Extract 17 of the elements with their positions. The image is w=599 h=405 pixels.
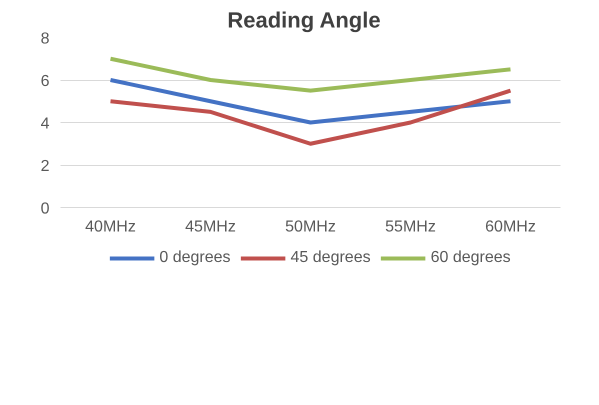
chart-title: Reading Angle bbox=[227, 8, 381, 32]
x-tick-label: 50MHz bbox=[285, 218, 336, 236]
y-tick-label: 4 bbox=[40, 116, 50, 132]
y-tick-label: 6 bbox=[40, 73, 50, 90]
line-series bbox=[108, 56, 512, 93]
x-tick-label: 45MHz bbox=[185, 218, 236, 236]
x-tick-label: 55MHz bbox=[385, 218, 436, 236]
line-series bbox=[108, 78, 512, 124]
y-tick-label: 0 bbox=[40, 200, 50, 218]
x-tick-label: 60MHz bbox=[485, 218, 536, 236]
x-tick-label: 40MHz bbox=[85, 218, 136, 236]
legend-label: 45 degrees bbox=[290, 249, 371, 267]
legend-label: 0 degrees bbox=[159, 249, 231, 267]
line-series bbox=[108, 88, 512, 146]
y-tick-label: 8 bbox=[40, 30, 50, 48]
y-tick-label: 2 bbox=[40, 158, 50, 175]
legend-label: 60 degrees bbox=[430, 249, 511, 267]
